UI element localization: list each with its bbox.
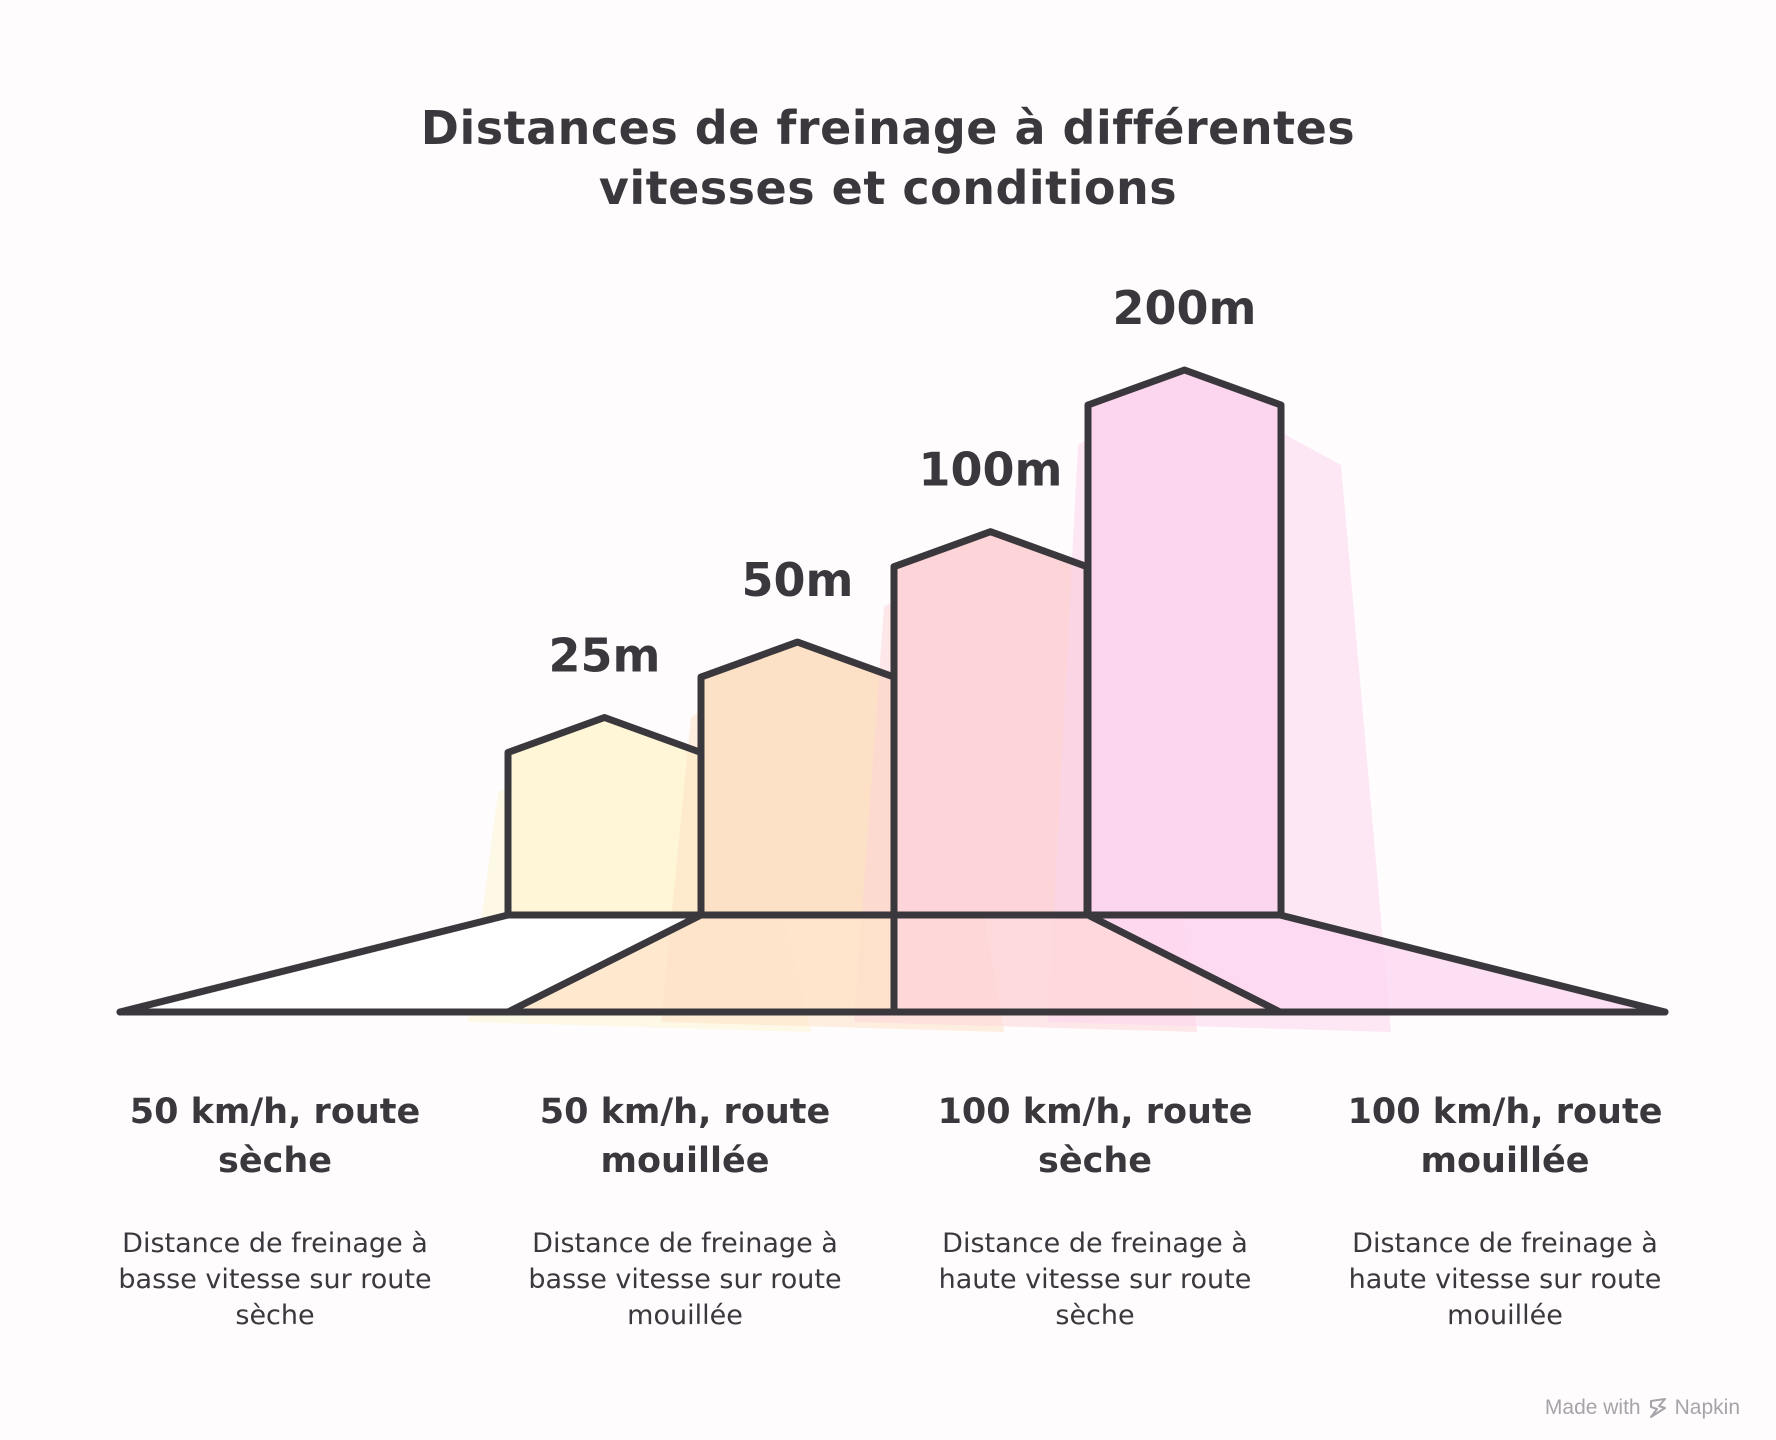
- category-label-4: 100 km/h, route mouillée: [1347, 1092, 1663, 1181]
- bar-value-label-1: 25m: [549, 628, 661, 682]
- category-label-3: 100 km/h, route sèche: [937, 1092, 1253, 1181]
- bar-value-label-2: 50m: [742, 553, 854, 607]
- chart-title-line-1: Distances de freinage à différentes: [420, 101, 1356, 155]
- napkin-logo-icon: [1649, 1398, 1666, 1418]
- bar-fill-4: [1088, 370, 1281, 915]
- category-desc-1: Distance de freinage à basse vitesse sur…: [118, 1228, 432, 1331]
- chart-title-line-2: vitesses et conditions: [598, 161, 1178, 215]
- bar-fill-2: [701, 642, 894, 915]
- category-desc-3: Distance de freinage à haute vitesse sur…: [938, 1228, 1252, 1331]
- category-desc-4: Distance de freinage à haute vitesse sur…: [1348, 1228, 1662, 1331]
- ground-fill-2: [508, 915, 894, 1012]
- category-3: 100 km/h, route sèche Distance de freina…: [915, 1088, 1275, 1334]
- ground-fill-3: [894, 915, 1280, 1012]
- bar-fill-1: [508, 717, 701, 915]
- bar-value-label-3: 100m: [919, 443, 1063, 497]
- category-label-1: 50 km/h, route sèche: [129, 1092, 421, 1181]
- bar-fill-3: [894, 531, 1087, 915]
- ground-outline-3: [504, 911, 705, 1016]
- footer-brand: Napkin: [1674, 1396, 1740, 1419]
- category-1: 50 km/h, route sèche Distance de freinag…: [95, 1088, 455, 1334]
- ground-outline-5: [1084, 911, 1284, 1016]
- bar-4: [1084, 366, 1285, 919]
- chart-title: Distances de freinage à différentes vite…: [0, 98, 1776, 218]
- category-4: 100 km/h, route mouillée Distance de fre…: [1325, 1088, 1685, 1334]
- category-label-2: 50 km/h, route mouillée: [539, 1092, 831, 1181]
- footer: Made with Napkin: [1545, 1396, 1740, 1420]
- bar-value-label-4: 200m: [1113, 281, 1257, 335]
- category-desc-2: Distance de freinage à basse vitesse sur…: [528, 1228, 842, 1331]
- category-2: 50 km/h, route mouillée Distance de frei…: [505, 1088, 865, 1334]
- footer-text: Made with: [1544, 1396, 1641, 1419]
